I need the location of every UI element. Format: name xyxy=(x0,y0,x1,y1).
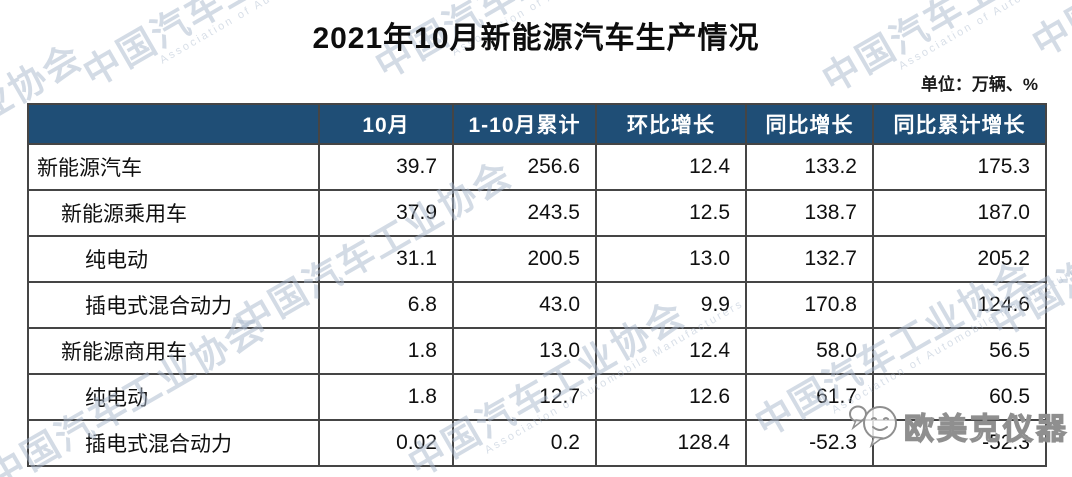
cell-value: 60.5 xyxy=(872,373,1047,421)
cell-value: 200.5 xyxy=(452,235,597,283)
cell-value: 58.0 xyxy=(745,327,874,375)
production-table: 10月 1-10月累计 环比增长 同比增长 同比累计增长 新能源汽车 39.7 … xyxy=(27,103,1047,467)
cell-value: 256.6 xyxy=(452,143,597,191)
omec-logo: 欧美克仪器 xyxy=(848,398,1069,453)
column-header: 环比增长 xyxy=(595,103,747,145)
table-row: 新能源乘用车 37.9 243.5 12.5 138.7 187.0 xyxy=(27,189,1047,237)
cell-value: 43.0 xyxy=(452,281,597,329)
column-header: 同比增长 xyxy=(745,103,874,145)
row-label: 新能源乘用车 xyxy=(27,189,320,237)
cell-value: 12.4 xyxy=(595,327,747,375)
cell-value: 0.2 xyxy=(452,419,597,467)
row-label: 插电式混合动力 xyxy=(27,419,320,467)
cell-value: 128.4 xyxy=(595,419,747,467)
cell-value: 0.02 xyxy=(318,419,454,467)
cell-value: -52.3 xyxy=(872,419,1047,467)
row-label: 纯电动 xyxy=(27,373,320,421)
table-row: 插电式混合动力 6.8 43.0 9.9 170.8 124.6 xyxy=(27,281,1047,329)
cell-value: -52.3 xyxy=(745,419,874,467)
cell-value: 39.7 xyxy=(318,143,454,191)
cell-value: 13.0 xyxy=(452,327,597,375)
cell-value: 133.2 xyxy=(745,143,874,191)
cell-value: 175.3 xyxy=(872,143,1047,191)
cell-value: 12.7 xyxy=(452,373,597,421)
cell-value: 1.8 xyxy=(318,373,454,421)
cell-value: 187.0 xyxy=(872,189,1047,237)
cell-value: 6.8 xyxy=(318,281,454,329)
cell-value: 243.5 xyxy=(452,189,597,237)
cell-value: 9.9 xyxy=(595,281,747,329)
unit-label: 单位：万辆、% xyxy=(920,75,1038,94)
cell-value: 138.7 xyxy=(745,189,874,237)
column-header: 同比累计增长 xyxy=(872,103,1047,145)
cell-value: 205.2 xyxy=(872,235,1047,283)
cell-value: 13.0 xyxy=(595,235,747,283)
speech-bubbles-icon xyxy=(848,398,900,453)
cell-value: 31.1 xyxy=(318,235,454,283)
cell-value: 1.8 xyxy=(318,327,454,375)
column-header: 1-10月累计 xyxy=(452,103,597,145)
cell-value: 170.8 xyxy=(745,281,874,329)
table-row: 纯电动 31.1 200.5 13.0 132.7 205.2 xyxy=(27,235,1047,283)
cell-value: 56.5 xyxy=(872,327,1047,375)
omec-logo-text: 欧美克仪器 xyxy=(903,412,1069,446)
row-label: 纯电动 xyxy=(27,235,320,283)
column-header: 10月 xyxy=(318,103,454,145)
table-row: 插电式混合动力 0.02 0.2 128.4 -52.3 -52.3 xyxy=(27,419,1047,467)
cell-value: 12.4 xyxy=(595,143,747,191)
cell-value: 37.9 xyxy=(318,189,454,237)
cell-value: 132.7 xyxy=(745,235,874,283)
table-row: 新能源汽车 39.7 256.6 12.4 133.2 175.3 xyxy=(27,143,1047,191)
table-row: 新能源商用车 1.8 13.0 12.4 58.0 56.5 xyxy=(27,327,1047,375)
cell-value: 12.6 xyxy=(595,373,747,421)
column-header xyxy=(27,103,320,145)
cell-value: 12.5 xyxy=(595,189,747,237)
cell-value: 124.6 xyxy=(872,281,1047,329)
table-header-row: 10月 1-10月累计 环比增长 同比增长 同比累计增长 xyxy=(27,103,1047,145)
row-label: 插电式混合动力 xyxy=(27,281,320,329)
row-label: 新能源商用车 xyxy=(27,327,320,375)
row-label: 新能源汽车 xyxy=(27,143,320,191)
page-title: 2021年10月新能源汽车生产情况 xyxy=(312,22,760,55)
